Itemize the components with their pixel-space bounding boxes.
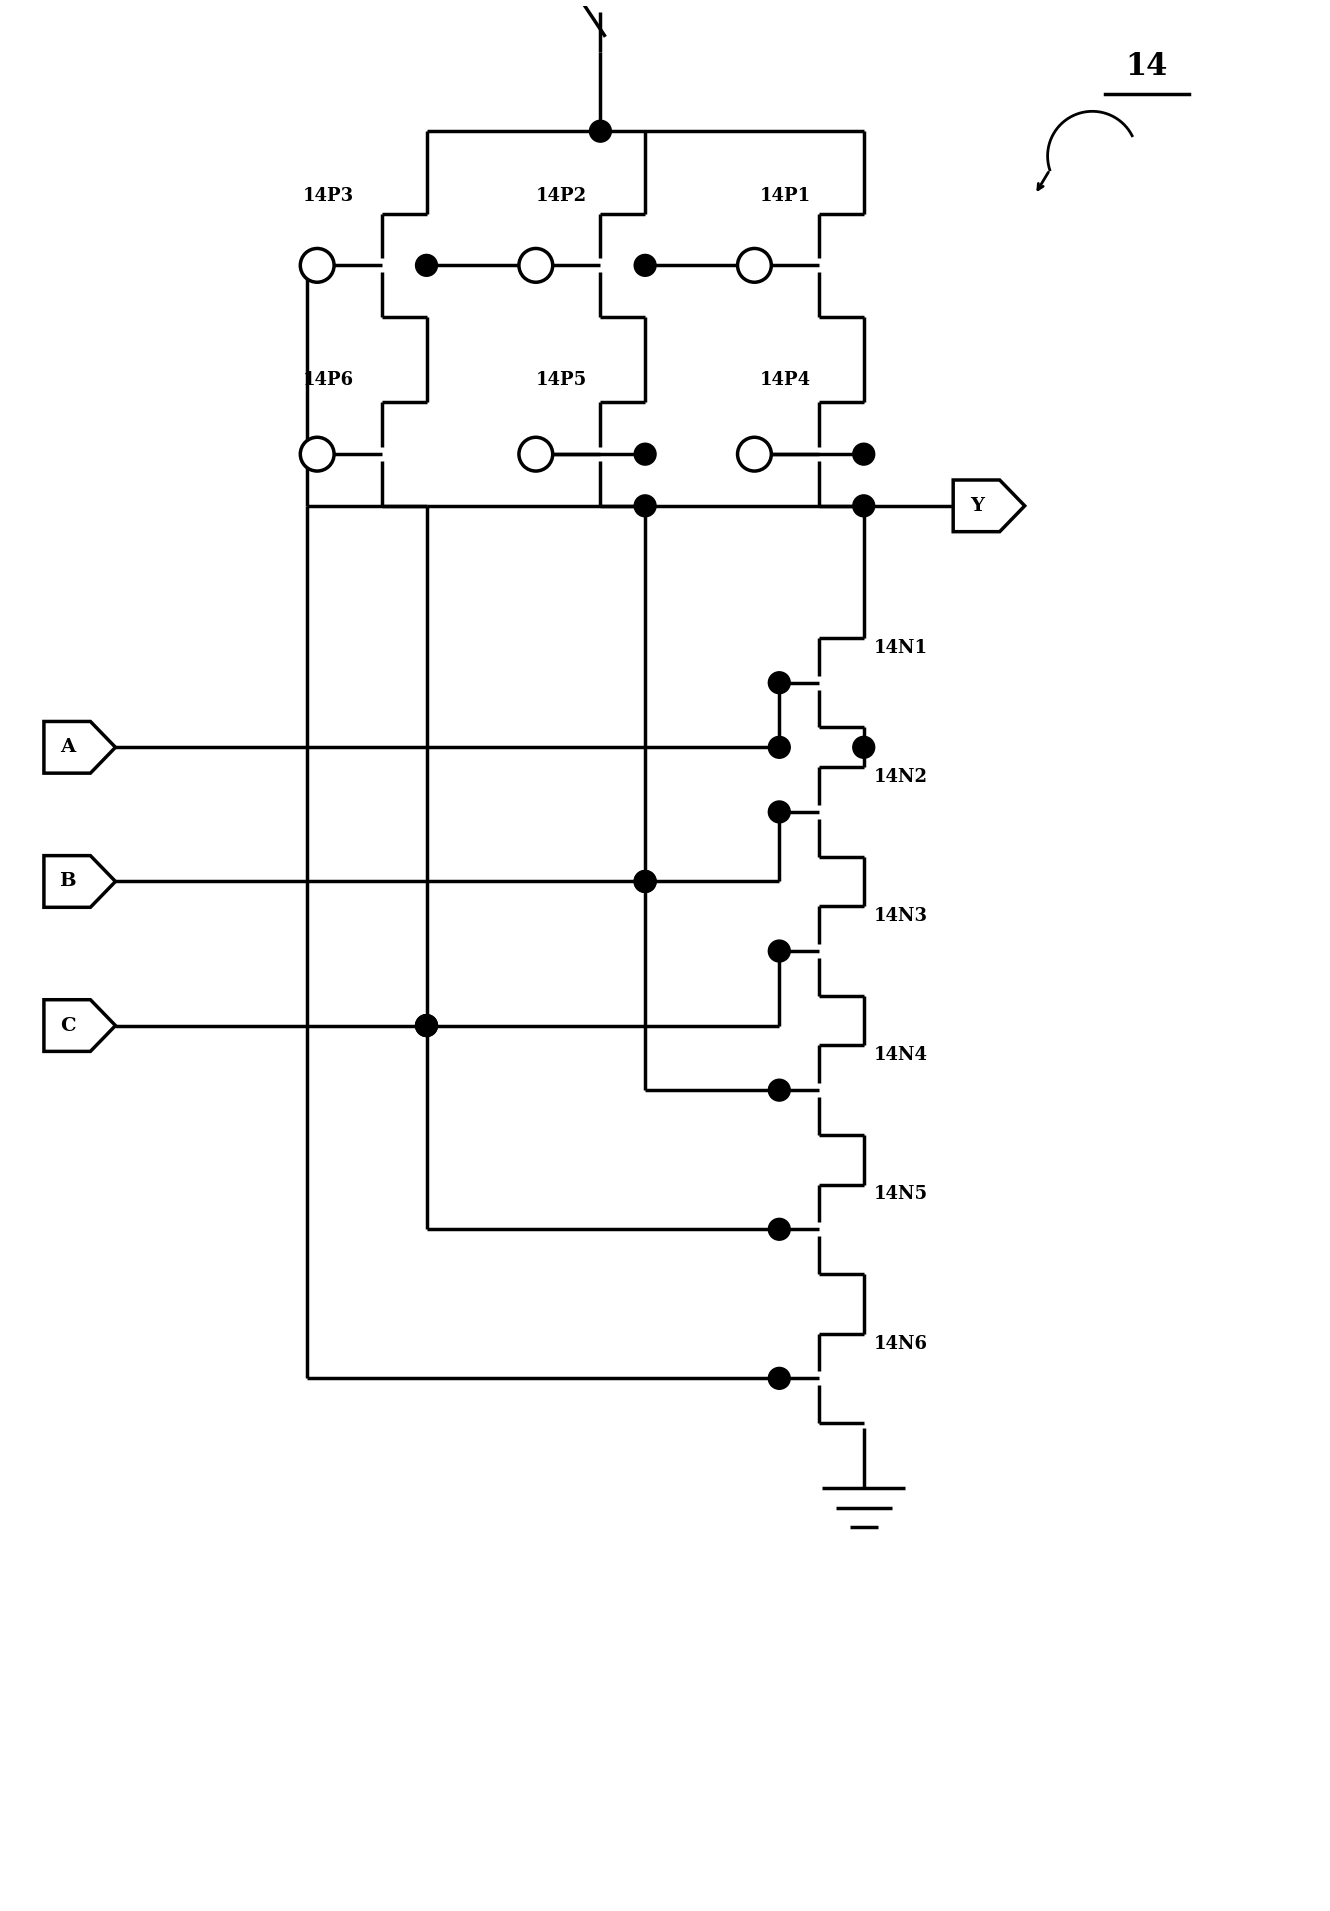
Text: 14N3: 14N3 [874, 908, 928, 925]
Circle shape [301, 438, 334, 470]
Text: 14P1: 14P1 [759, 187, 810, 204]
Circle shape [769, 940, 790, 961]
Text: Y: Y [970, 497, 984, 514]
Circle shape [769, 736, 790, 759]
Text: 14N6: 14N6 [874, 1334, 928, 1353]
Circle shape [634, 495, 656, 516]
Circle shape [769, 1219, 790, 1240]
Circle shape [519, 248, 553, 283]
Circle shape [415, 254, 438, 277]
Text: 14N4: 14N4 [874, 1047, 928, 1064]
Circle shape [853, 495, 875, 516]
Circle shape [769, 1080, 790, 1101]
Circle shape [738, 248, 771, 283]
Text: 14P6: 14P6 [302, 371, 354, 388]
Circle shape [769, 1368, 790, 1389]
Circle shape [519, 438, 553, 470]
Circle shape [853, 443, 875, 464]
Circle shape [415, 1015, 438, 1036]
Circle shape [634, 871, 656, 892]
Circle shape [589, 120, 612, 141]
Text: A: A [60, 738, 74, 757]
Text: 14P3: 14P3 [302, 187, 354, 204]
Text: 14N2: 14N2 [874, 768, 928, 785]
Text: 14P4: 14P4 [759, 371, 810, 388]
Circle shape [634, 443, 656, 464]
Circle shape [301, 248, 334, 283]
Circle shape [853, 736, 875, 759]
Circle shape [415, 1015, 438, 1036]
Text: C: C [60, 1017, 76, 1034]
Text: 14N5: 14N5 [874, 1185, 928, 1204]
Text: 14P5: 14P5 [536, 371, 587, 388]
Text: 14: 14 [1125, 52, 1168, 82]
Circle shape [769, 673, 790, 694]
Circle shape [738, 438, 771, 470]
Circle shape [769, 801, 790, 824]
Circle shape [634, 871, 656, 892]
Text: B: B [60, 873, 76, 891]
Text: 14P2: 14P2 [536, 187, 587, 204]
Circle shape [634, 254, 656, 277]
Text: 14N1: 14N1 [874, 638, 928, 657]
